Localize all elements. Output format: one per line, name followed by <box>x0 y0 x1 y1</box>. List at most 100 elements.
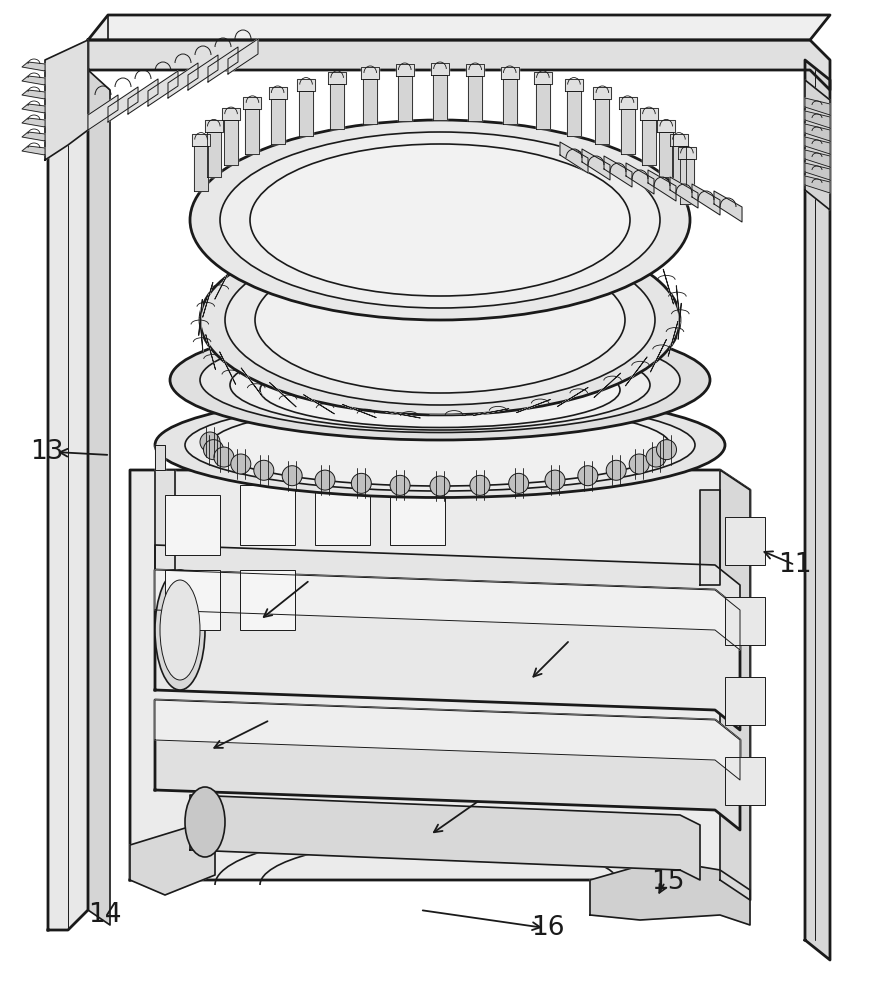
Circle shape <box>578 466 598 486</box>
Polygon shape <box>155 470 175 570</box>
Polygon shape <box>198 300 202 335</box>
Polygon shape <box>130 470 750 900</box>
Polygon shape <box>206 335 215 370</box>
Polygon shape <box>805 98 830 115</box>
Polygon shape <box>805 176 830 193</box>
Polygon shape <box>330 84 344 129</box>
Polygon shape <box>595 373 620 397</box>
Polygon shape <box>22 118 45 127</box>
Polygon shape <box>534 72 552 84</box>
Polygon shape <box>626 357 647 386</box>
Polygon shape <box>343 405 376 418</box>
Polygon shape <box>657 120 676 132</box>
Bar <box>725 597 765 645</box>
Polygon shape <box>206 132 221 177</box>
Polygon shape <box>222 108 240 120</box>
Ellipse shape <box>190 120 690 320</box>
Polygon shape <box>678 303 681 339</box>
Polygon shape <box>805 124 830 141</box>
Polygon shape <box>155 570 740 650</box>
Ellipse shape <box>230 340 650 430</box>
Polygon shape <box>805 150 830 167</box>
Ellipse shape <box>260 353 620 428</box>
Polygon shape <box>805 163 830 180</box>
Circle shape <box>231 454 251 474</box>
Circle shape <box>204 440 223 460</box>
Polygon shape <box>155 570 740 730</box>
Polygon shape <box>595 99 610 144</box>
Polygon shape <box>361 67 379 79</box>
Circle shape <box>430 476 450 496</box>
Bar <box>240 485 295 545</box>
Bar <box>165 570 220 630</box>
Circle shape <box>214 447 234 467</box>
Polygon shape <box>567 91 581 136</box>
Polygon shape <box>299 91 313 136</box>
Circle shape <box>509 473 529 493</box>
Circle shape <box>629 454 649 474</box>
Polygon shape <box>22 104 45 113</box>
Polygon shape <box>560 142 588 173</box>
Polygon shape <box>246 109 260 154</box>
Circle shape <box>545 470 565 490</box>
Polygon shape <box>396 64 414 76</box>
Polygon shape <box>604 156 632 187</box>
Polygon shape <box>271 99 285 144</box>
Circle shape <box>390 475 410 495</box>
Polygon shape <box>269 87 287 99</box>
Polygon shape <box>805 60 830 960</box>
Polygon shape <box>517 399 550 413</box>
Polygon shape <box>22 90 45 99</box>
Polygon shape <box>431 63 449 75</box>
Polygon shape <box>88 95 118 130</box>
Ellipse shape <box>155 392 725 497</box>
Polygon shape <box>22 132 45 141</box>
Polygon shape <box>200 317 203 353</box>
Circle shape <box>606 460 627 480</box>
Polygon shape <box>619 97 636 109</box>
Polygon shape <box>241 368 263 397</box>
Polygon shape <box>205 120 222 132</box>
Polygon shape <box>88 40 830 90</box>
Polygon shape <box>501 67 519 79</box>
Polygon shape <box>651 339 667 372</box>
Ellipse shape <box>200 225 680 415</box>
Text: 15: 15 <box>651 869 684 895</box>
Ellipse shape <box>220 132 660 308</box>
Polygon shape <box>659 132 673 177</box>
Polygon shape <box>557 387 588 406</box>
Polygon shape <box>155 445 165 470</box>
Polygon shape <box>192 134 210 146</box>
Polygon shape <box>700 490 720 585</box>
Polygon shape <box>168 63 198 98</box>
Polygon shape <box>270 383 296 407</box>
Bar <box>390 485 445 545</box>
Polygon shape <box>672 146 686 191</box>
Polygon shape <box>22 62 45 71</box>
Circle shape <box>315 470 335 490</box>
Ellipse shape <box>170 320 710 440</box>
Ellipse shape <box>200 328 680 432</box>
Polygon shape <box>640 108 658 120</box>
Polygon shape <box>128 79 158 114</box>
Polygon shape <box>663 269 674 304</box>
Circle shape <box>282 466 303 486</box>
Text: 16: 16 <box>531 915 565 941</box>
Polygon shape <box>648 170 676 201</box>
Polygon shape <box>805 137 830 154</box>
Polygon shape <box>668 321 678 356</box>
Polygon shape <box>22 146 45 155</box>
Polygon shape <box>48 70 88 930</box>
Polygon shape <box>384 411 420 418</box>
Bar <box>725 677 765 725</box>
Ellipse shape <box>225 235 655 405</box>
Polygon shape <box>466 64 484 76</box>
Text: 11: 11 <box>778 552 812 578</box>
Polygon shape <box>680 159 694 204</box>
Polygon shape <box>670 177 698 208</box>
Polygon shape <box>626 163 654 194</box>
Polygon shape <box>148 71 178 106</box>
Polygon shape <box>228 39 258 74</box>
Polygon shape <box>22 76 45 85</box>
Circle shape <box>352 473 371 493</box>
